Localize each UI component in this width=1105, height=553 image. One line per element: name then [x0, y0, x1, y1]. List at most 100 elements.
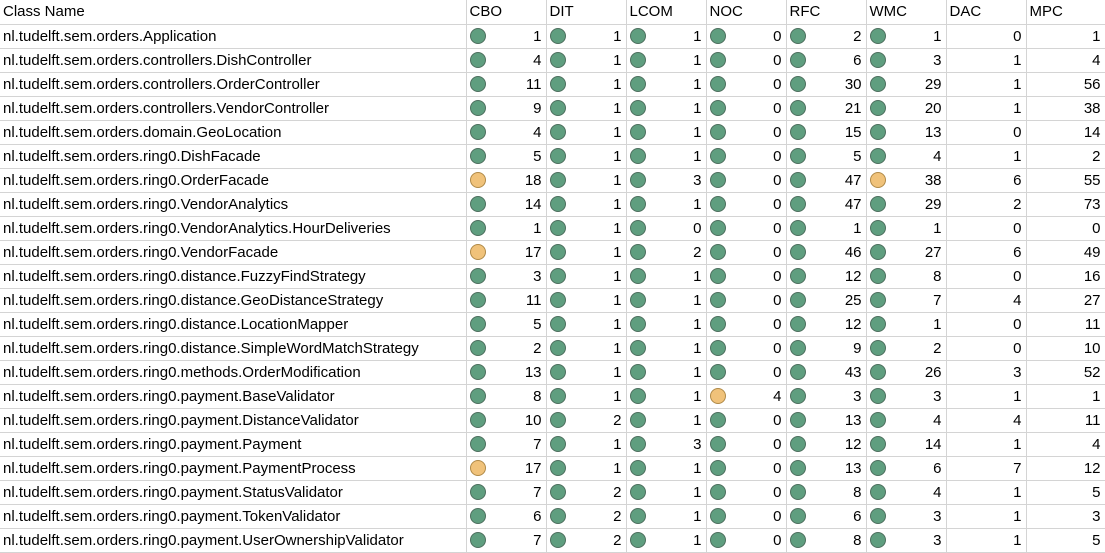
dac-cell[interactable]: 7: [946, 456, 1027, 481]
cbo-cell[interactable]: 5: [466, 312, 547, 337]
cbo-cell[interactable]: 7: [466, 432, 547, 457]
wmc-cell[interactable]: 2: [866, 336, 947, 361]
dit-cell[interactable]: 1: [546, 288, 627, 313]
rfc-cell[interactable]: 6: [786, 48, 867, 73]
noc-cell[interactable]: 0: [706, 240, 787, 265]
noc-cell[interactable]: 0: [706, 168, 787, 193]
header-noc[interactable]: NOC: [706, 0, 787, 25]
mpc-cell[interactable]: 12: [1026, 456, 1105, 481]
header-dit[interactable]: DIT: [546, 0, 627, 25]
noc-cell[interactable]: 0: [706, 216, 787, 241]
class-name-cell[interactable]: nl.tudelft.sem.orders.ring0.distance.Fuz…: [0, 264, 467, 289]
mpc-cell[interactable]: 4: [1026, 48, 1105, 73]
mpc-cell[interactable]: 52: [1026, 360, 1105, 385]
wmc-cell[interactable]: 26: [866, 360, 947, 385]
wmc-cell[interactable]: 4: [866, 144, 947, 169]
class-name-cell[interactable]: nl.tudelft.sem.orders.ring0.payment.Base…: [0, 384, 467, 409]
lcom-cell[interactable]: 1: [626, 192, 707, 217]
cbo-cell[interactable]: 1: [466, 24, 547, 49]
class-name-cell[interactable]: nl.tudelft.sem.orders.controllers.Vendor…: [0, 96, 467, 121]
dac-cell[interactable]: 0: [946, 264, 1027, 289]
dit-cell[interactable]: 1: [546, 384, 627, 409]
dit-cell[interactable]: 1: [546, 120, 627, 145]
mpc-cell[interactable]: 16: [1026, 264, 1105, 289]
mpc-cell[interactable]: 73: [1026, 192, 1105, 217]
class-name-cell[interactable]: nl.tudelft.sem.orders.ring0.payment.User…: [0, 528, 467, 553]
noc-cell[interactable]: 0: [706, 432, 787, 457]
mpc-cell[interactable]: 1: [1026, 24, 1105, 49]
cbo-cell[interactable]: 4: [466, 120, 547, 145]
header-lcom[interactable]: LCOM: [626, 0, 707, 25]
class-name-cell[interactable]: nl.tudelft.sem.orders.ring0.distance.Sim…: [0, 336, 467, 361]
dit-cell[interactable]: 1: [546, 264, 627, 289]
lcom-cell[interactable]: 1: [626, 120, 707, 145]
dac-cell[interactable]: 1: [946, 72, 1027, 97]
dac-cell[interactable]: 0: [946, 336, 1027, 361]
dit-cell[interactable]: 2: [546, 408, 627, 433]
dac-cell[interactable]: 4: [946, 408, 1027, 433]
dac-cell[interactable]: 1: [946, 528, 1027, 553]
mpc-cell[interactable]: 11: [1026, 408, 1105, 433]
mpc-cell[interactable]: 49: [1026, 240, 1105, 265]
class-name-cell[interactable]: nl.tudelft.sem.orders.Application: [0, 24, 467, 49]
wmc-cell[interactable]: 1: [866, 312, 947, 337]
noc-cell[interactable]: 0: [706, 48, 787, 73]
mpc-cell[interactable]: 5: [1026, 480, 1105, 505]
lcom-cell[interactable]: 1: [626, 96, 707, 121]
class-name-cell[interactable]: nl.tudelft.sem.orders.domain.GeoLocation: [0, 120, 467, 145]
rfc-cell[interactable]: 30: [786, 72, 867, 97]
dac-cell[interactable]: 1: [946, 504, 1027, 529]
lcom-cell[interactable]: 3: [626, 432, 707, 457]
noc-cell[interactable]: 0: [706, 288, 787, 313]
class-name-cell[interactable]: nl.tudelft.sem.orders.ring0.distance.Loc…: [0, 312, 467, 337]
lcom-cell[interactable]: 1: [626, 72, 707, 97]
rfc-cell[interactable]: 3: [786, 384, 867, 409]
dit-cell[interactable]: 1: [546, 216, 627, 241]
noc-cell[interactable]: 0: [706, 528, 787, 553]
lcom-cell[interactable]: 1: [626, 264, 707, 289]
lcom-cell[interactable]: 1: [626, 24, 707, 49]
dac-cell[interactable]: 1: [946, 432, 1027, 457]
rfc-cell[interactable]: 6: [786, 504, 867, 529]
dac-cell[interactable]: 0: [946, 312, 1027, 337]
class-name-cell[interactable]: nl.tudelft.sem.orders.ring0.methods.Orde…: [0, 360, 467, 385]
header-rfc[interactable]: RFC: [786, 0, 867, 25]
lcom-cell[interactable]: 0: [626, 216, 707, 241]
noc-cell[interactable]: 0: [706, 72, 787, 97]
wmc-cell[interactable]: 1: [866, 216, 947, 241]
rfc-cell[interactable]: 12: [786, 432, 867, 457]
noc-cell[interactable]: 0: [706, 504, 787, 529]
cbo-cell[interactable]: 9: [466, 96, 547, 121]
noc-cell[interactable]: 0: [706, 480, 787, 505]
dit-cell[interactable]: 2: [546, 480, 627, 505]
noc-cell[interactable]: 0: [706, 144, 787, 169]
mpc-cell[interactable]: 4: [1026, 432, 1105, 457]
rfc-cell[interactable]: 12: [786, 264, 867, 289]
cbo-cell[interactable]: 2: [466, 336, 547, 361]
class-name-cell[interactable]: nl.tudelft.sem.orders.ring0.OrderFacade: [0, 168, 467, 193]
header-class-name[interactable]: Class Name: [0, 0, 467, 25]
rfc-cell[interactable]: 8: [786, 480, 867, 505]
dit-cell[interactable]: 1: [546, 456, 627, 481]
rfc-cell[interactable]: 46: [786, 240, 867, 265]
wmc-cell[interactable]: 3: [866, 384, 947, 409]
class-name-cell[interactable]: nl.tudelft.sem.orders.ring0.VendorAnalyt…: [0, 192, 467, 217]
cbo-cell[interactable]: 4: [466, 48, 547, 73]
lcom-cell[interactable]: 1: [626, 144, 707, 169]
dac-cell[interactable]: 1: [946, 48, 1027, 73]
wmc-cell[interactable]: 3: [866, 48, 947, 73]
mpc-cell[interactable]: 27: [1026, 288, 1105, 313]
wmc-cell[interactable]: 3: [866, 528, 947, 553]
rfc-cell[interactable]: 12: [786, 312, 867, 337]
mpc-cell[interactable]: 55: [1026, 168, 1105, 193]
cbo-cell[interactable]: 7: [466, 480, 547, 505]
lcom-cell[interactable]: 1: [626, 408, 707, 433]
wmc-cell[interactable]: 6: [866, 456, 947, 481]
rfc-cell[interactable]: 47: [786, 192, 867, 217]
rfc-cell[interactable]: 47: [786, 168, 867, 193]
dit-cell[interactable]: 1: [546, 168, 627, 193]
mpc-cell[interactable]: 5: [1026, 528, 1105, 553]
class-name-cell[interactable]: nl.tudelft.sem.orders.ring0.payment.Stat…: [0, 480, 467, 505]
cbo-cell[interactable]: 1: [466, 216, 547, 241]
dit-cell[interactable]: 1: [546, 144, 627, 169]
